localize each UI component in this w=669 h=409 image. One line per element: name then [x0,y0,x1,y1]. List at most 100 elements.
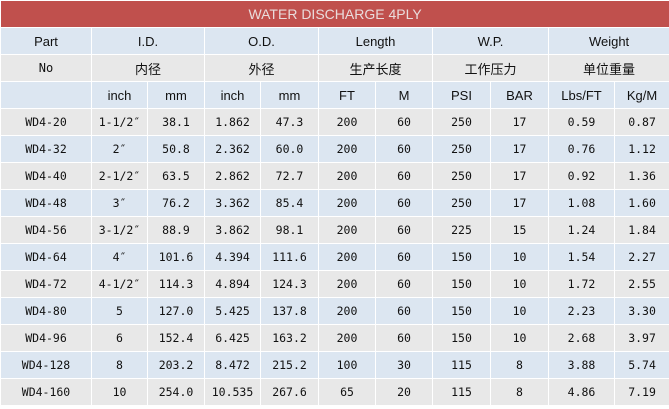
header-cell: 内径 [91,54,205,82]
value-cell: 1.36 [613,162,669,190]
value-cell: 1.24 [548,216,615,244]
value-cell: 5.425 [204,297,261,325]
value-cell: 3-1/2″ [91,216,148,244]
value-cell: 2-1/2″ [91,162,148,190]
unit-cell: mm [260,81,319,109]
value-cell: 60 [375,297,433,325]
header-cell: Part [0,27,92,55]
value-cell: 150 [432,243,491,271]
value-cell: 2″ [91,135,148,163]
value-cell: 47.3 [260,108,319,136]
value-cell: 200 [318,135,376,163]
value-cell: 85.4 [260,189,319,217]
header-cell: Weight [547,27,669,55]
value-cell: 200 [318,243,376,271]
value-cell: 100 [318,351,376,379]
header-cell: Length [318,27,433,55]
table-row: WD4-56 3-1/2″ 88.9 3.862 98.1 200 60 225 15 1.24 1… [0,216,669,244]
value-cell: 60 [375,324,433,352]
unit-cell [0,81,92,109]
value-cell: 1.12 [613,135,669,163]
value-cell: 5.74 [613,351,669,379]
value-cell: 2.23 [548,297,615,325]
header-cell: 外径 [204,54,319,82]
table-row: WD4-80 5 127.0 5.425 137.8 200 60 150 10 2.23 3.30 [0,297,669,325]
value-cell: 76.2 [147,189,205,217]
value-cell: 200 [318,189,376,217]
value-cell: 111.6 [260,243,319,271]
value-cell: 4.894 [204,270,261,298]
value-cell: 150 [432,324,491,352]
table-row: WD4-64 4″ 101.6 4.394 111.6 200 60 150 10 1.54 2.2… [0,243,669,271]
header-cell: No [0,54,92,82]
table-row: WD4-128 8 203.2 8.472 215.2 100 30 115 8 3.88 5.74 [0,351,669,379]
header-cell: O.D. [204,27,319,55]
value-cell: 10 [490,324,549,352]
value-cell: 200 [318,297,376,325]
value-cell: 1.60 [613,189,669,217]
header-row-chinese: No 内径 外径 生产长度 工作压力 单位重量 [0,54,669,82]
value-cell: 10 [490,297,549,325]
part-number-cell: WD4-32 [0,135,92,163]
value-cell: 203.2 [147,351,205,379]
value-cell: 3″ [91,189,148,217]
value-cell: 254.0 [147,378,205,406]
value-cell: 1.862 [204,108,261,136]
unit-cell: inch [91,81,148,109]
value-cell: 163.2 [260,324,319,352]
header-cell: W.P. [432,27,549,55]
value-cell: 10 [91,378,148,406]
value-cell: 6.425 [204,324,261,352]
unit-cell: Kg/M [613,81,669,109]
unit-cell: M [375,81,433,109]
unit-cell: Lbs/FT [548,81,615,109]
value-cell: 5 [91,297,148,325]
table-row: WD4-20 1-1/2″ 38.1 1.862 47.3 200 60 250 17 0.59 0… [0,108,669,136]
value-cell: 127.0 [147,297,205,325]
value-cell: 20 [375,378,433,406]
part-number-cell: WD4-40 [0,162,92,190]
header-cell: 生产长度 [318,54,433,82]
header-row-english: Part I.D. O.D. Length W.P. Weight [0,27,669,55]
value-cell: 200 [318,162,376,190]
value-cell: 152.4 [147,324,205,352]
value-cell: 3.362 [204,189,261,217]
value-cell: 0.59 [548,108,615,136]
value-cell: 150 [432,270,491,298]
value-cell: 2.862 [204,162,261,190]
value-cell: 72.7 [260,162,319,190]
value-cell: 15 [490,216,549,244]
part-number-cell: WD4-160 [0,378,92,406]
value-cell: 137.8 [260,297,319,325]
part-number-cell: WD4-128 [0,351,92,379]
value-cell: 2.55 [613,270,669,298]
value-cell: 2.68 [548,324,615,352]
value-cell: 3.30 [613,297,669,325]
value-cell: 2.362 [204,135,261,163]
value-cell: 8 [91,351,148,379]
header-cell: 单位重量 [547,54,669,82]
part-number-cell: WD4-56 [0,216,92,244]
part-number-cell: WD4-64 [0,243,92,271]
value-cell: 60 [375,162,433,190]
part-number-cell: WD4-80 [0,297,92,325]
unit-cell: inch [204,81,261,109]
part-number-cell: WD4-96 [0,324,92,352]
value-cell: 250 [432,162,491,190]
unit-cell: mm [147,81,205,109]
value-cell: 60 [375,270,433,298]
value-cell: 63.5 [147,162,205,190]
value-cell: 4.86 [548,378,615,406]
value-cell: 10.535 [204,378,261,406]
value-cell: 60 [375,108,433,136]
value-cell: 215.2 [260,351,319,379]
table-row: WD4-160 10 254.0 10.535 267.6 65 20 115 8 4.86 7.1… [0,378,669,406]
unit-cell: BAR [490,81,549,109]
table-row: WD4-72 4-1/2″ 114.3 4.894 124.3 200 60 150 10 1.7… [0,270,669,298]
value-cell: 267.6 [260,378,319,406]
value-cell: 101.6 [147,243,205,271]
value-cell: 200 [318,216,376,244]
value-cell: 0.76 [548,135,615,163]
value-cell: 250 [432,189,491,217]
table-row: WD4-32 2″ 50.8 2.362 60.0 200 60 250 17 0.76 1.12 [0,135,669,163]
